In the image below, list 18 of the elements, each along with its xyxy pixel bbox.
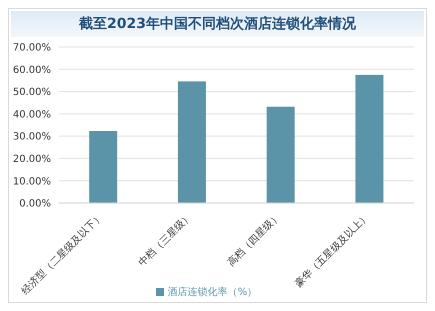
y-tick-label: 40.00% <box>12 109 51 120</box>
y-tick-label: 10.00% <box>12 176 51 188</box>
y-tick-label: 20.00% <box>12 154 51 165</box>
x-tick-label: 豪华（五星级及以上） <box>292 210 372 290</box>
x-tick-label: 经济型（二星级及以下） <box>19 210 106 297</box>
legend-label: 酒店连锁化率（%） <box>168 287 258 298</box>
chart-title: 截至2023年中国不同档次酒店连锁化率情况 <box>11 11 424 37</box>
bar <box>355 74 384 203</box>
bar <box>89 131 118 203</box>
x-tick-label: 中档（三星级） <box>136 210 194 269</box>
y-tick-label: 70.00% <box>12 42 51 54</box>
y-tick-label: 60.00% <box>12 64 51 76</box>
bar <box>266 106 295 203</box>
y-tick-label: 30.00% <box>12 132 51 143</box>
x-tick-label: 高档（四星级） <box>225 210 283 269</box>
bar <box>178 81 206 203</box>
y-tick-label: 0.00% <box>19 198 51 210</box>
y-tick-label: 50.00% <box>12 87 51 98</box>
